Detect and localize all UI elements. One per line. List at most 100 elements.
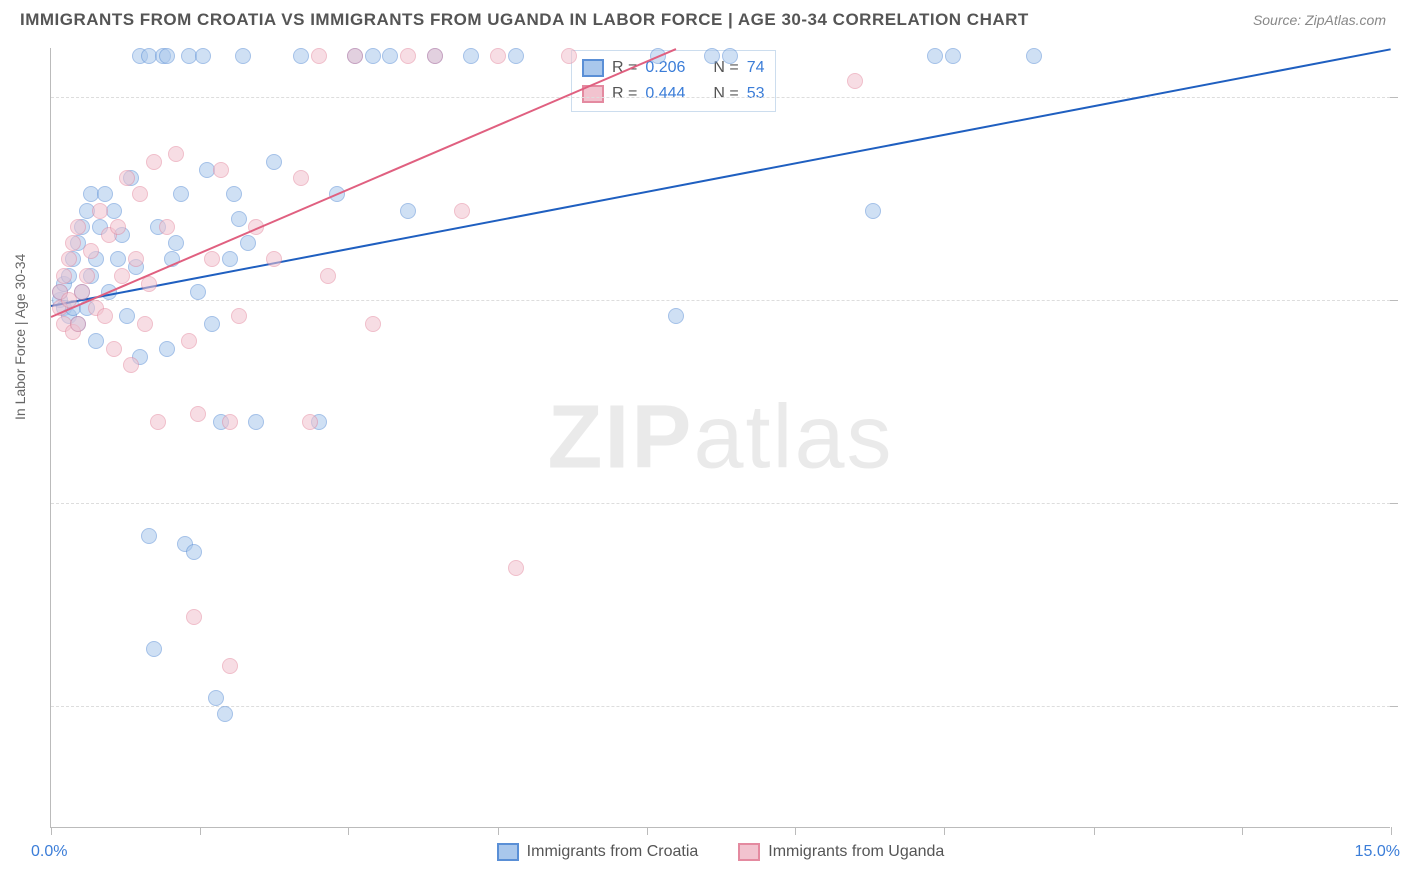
data-point: [365, 48, 381, 64]
watermark-bold: ZIP: [547, 387, 693, 487]
y-tick: [1390, 503, 1398, 504]
data-point: [865, 203, 881, 219]
data-point: [490, 48, 506, 64]
data-point: [150, 414, 166, 430]
data-point: [97, 308, 113, 324]
data-point: [217, 706, 233, 722]
data-point: [508, 48, 524, 64]
data-point: [945, 48, 961, 64]
scatter-chart: ZIPatlas R = 0.206N = 74R = 0.444N = 53 …: [50, 48, 1390, 828]
data-point: [114, 268, 130, 284]
data-point: [195, 48, 211, 64]
data-point: [168, 146, 184, 162]
legend-n-value: 74: [747, 59, 765, 77]
gridline-horizontal: [51, 97, 1390, 98]
legend-r-value: 0.444: [645, 85, 685, 103]
data-point: [56, 268, 72, 284]
data-point: [74, 284, 90, 300]
legend-swatch: [497, 843, 519, 861]
series-legend-item: Immigrants from Uganda: [738, 843, 944, 861]
data-point: [70, 316, 86, 332]
data-point: [186, 544, 202, 560]
y-tick: [1390, 706, 1398, 707]
x-tick: [51, 827, 52, 835]
x-tick: [795, 827, 796, 835]
data-point: [119, 308, 135, 324]
chart-title: IMMIGRANTS FROM CROATIA VS IMMIGRANTS FR…: [20, 10, 1029, 30]
y-tick: [1390, 300, 1398, 301]
data-point: [141, 528, 157, 544]
data-point: [226, 186, 242, 202]
legend-r-prefix: R =: [612, 85, 637, 103]
x-tick: [944, 827, 945, 835]
data-point: [231, 211, 247, 227]
trend-line: [51, 48, 677, 318]
source-prefix: Source:: [1253, 12, 1305, 28]
data-point: [110, 251, 126, 267]
data-point: [561, 48, 577, 64]
data-point: [190, 284, 206, 300]
data-point: [88, 333, 104, 349]
data-point: [213, 162, 229, 178]
x-tick: [1391, 827, 1392, 835]
series-name: Immigrants from Uganda: [768, 843, 944, 861]
data-point: [508, 560, 524, 576]
data-point: [293, 170, 309, 186]
data-point: [106, 341, 122, 357]
data-point: [79, 268, 95, 284]
data-point: [222, 658, 238, 674]
x-tick: [348, 827, 349, 835]
data-point: [347, 48, 363, 64]
data-point: [400, 203, 416, 219]
source-name: ZipAtlas.com: [1305, 12, 1386, 28]
legend-n-prefix: N =: [713, 85, 738, 103]
data-point: [248, 414, 264, 430]
data-point: [204, 251, 220, 267]
data-point: [146, 641, 162, 657]
data-point: [61, 251, 77, 267]
data-point: [83, 243, 99, 259]
data-point: [65, 235, 81, 251]
data-point: [240, 235, 256, 251]
data-point: [454, 203, 470, 219]
data-point: [320, 268, 336, 284]
data-point: [722, 48, 738, 64]
data-point: [159, 48, 175, 64]
x-axis-max-label: 15.0%: [1355, 843, 1400, 861]
data-point: [400, 48, 416, 64]
data-point: [266, 251, 282, 267]
legend-row: R = 0.444 N = 53: [582, 81, 765, 107]
series-legend: Immigrants from Croatia Immigrants from U…: [51, 843, 1390, 861]
data-point: [222, 251, 238, 267]
series-legend-item: Immigrants from Croatia: [497, 843, 699, 861]
data-point: [110, 219, 126, 235]
series-name: Immigrants from Croatia: [527, 843, 699, 861]
data-point: [235, 48, 251, 64]
x-axis-min-label: 0.0%: [31, 843, 67, 861]
data-point: [927, 48, 943, 64]
data-point: [181, 333, 197, 349]
watermark: ZIPatlas: [547, 386, 893, 489]
data-point: [222, 414, 238, 430]
data-point: [159, 341, 175, 357]
data-point: [173, 186, 189, 202]
legend-n-value: 53: [747, 85, 765, 103]
watermark-light: atlas: [693, 387, 893, 487]
data-point: [847, 73, 863, 89]
data-point: [668, 308, 684, 324]
data-point: [137, 316, 153, 332]
gridline-horizontal: [51, 300, 1390, 301]
data-point: [1026, 48, 1042, 64]
x-tick: [200, 827, 201, 835]
data-point: [97, 186, 113, 202]
data-point: [132, 186, 148, 202]
data-point: [311, 48, 327, 64]
legend-swatch: [582, 59, 604, 77]
chart-header: IMMIGRANTS FROM CROATIA VS IMMIGRANTS FR…: [0, 0, 1406, 38]
data-point: [204, 316, 220, 332]
data-point: [146, 154, 162, 170]
data-point: [159, 219, 175, 235]
data-point: [293, 48, 309, 64]
y-tick: [1390, 97, 1398, 98]
x-tick: [1242, 827, 1243, 835]
